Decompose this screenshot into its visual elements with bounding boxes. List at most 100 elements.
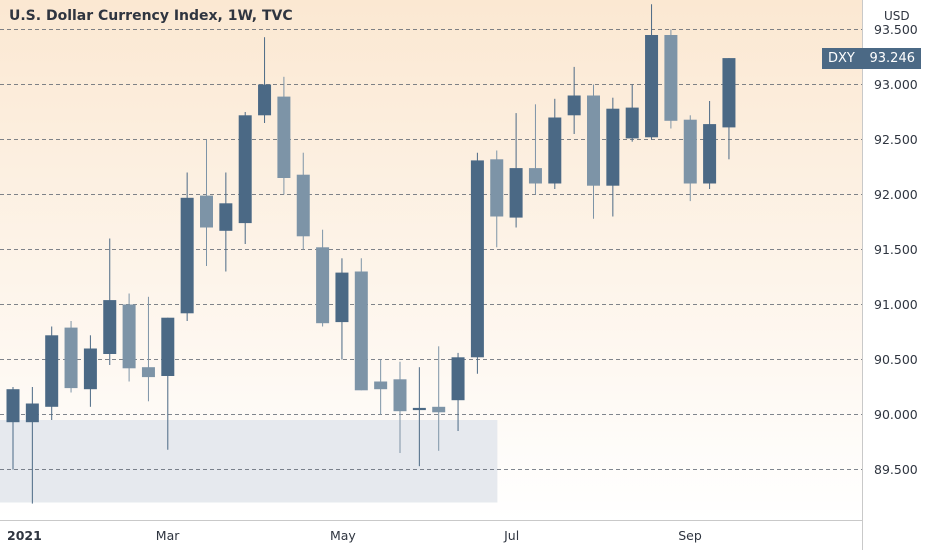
candle	[64, 321, 78, 393]
candle	[509, 113, 523, 228]
price-tag-symbol: DXY	[828, 51, 855, 66]
candle-body	[238, 115, 252, 224]
candle	[606, 97, 620, 217]
candle	[219, 172, 233, 272]
candle	[277, 76, 291, 195]
candle	[722, 58, 736, 160]
y-tick-label: 91.000	[874, 297, 918, 312]
candle	[83, 335, 97, 407]
x-tick-label: May	[330, 528, 356, 543]
y-tick-label: 92.500	[874, 132, 918, 147]
y-tick-label: 93.000	[874, 77, 918, 92]
y-tick-label: 89.500	[874, 462, 918, 477]
candle	[180, 172, 194, 321]
candle-body	[683, 119, 697, 184]
x-tick-label: Jul	[503, 528, 519, 543]
candle	[587, 84, 600, 219]
candle-body	[509, 168, 523, 218]
candle-body	[606, 108, 620, 186]
candle-body	[703, 124, 717, 184]
currency-label[interactable]: USD	[884, 9, 910, 23]
candle	[141, 296, 155, 402]
candle	[683, 115, 697, 202]
candle-body	[451, 357, 465, 401]
candle-body	[45, 335, 59, 407]
candle-body	[180, 197, 194, 314]
candle	[6, 387, 20, 470]
candle-body	[722, 58, 736, 128]
candle-body	[354, 271, 368, 391]
candle	[25, 387, 39, 504]
candle	[354, 258, 368, 391]
grid-layer	[0, 29, 862, 470]
candle	[103, 238, 117, 365]
candle	[432, 346, 446, 451]
candle	[664, 29, 678, 129]
candle-body	[432, 406, 446, 413]
candle	[258, 37, 272, 123]
candle-body	[548, 117, 562, 184]
candle-body	[645, 35, 659, 138]
candle-body	[567, 95, 581, 116]
candle-body	[528, 168, 542, 184]
candle-body	[6, 389, 20, 423]
candle-body	[219, 203, 233, 231]
candle	[238, 112, 252, 244]
candle	[161, 317, 175, 450]
candle	[490, 150, 504, 248]
candle-body	[664, 35, 678, 121]
candle-body	[296, 174, 310, 237]
candle	[412, 367, 426, 467]
candle-body	[161, 317, 175, 376]
candle	[335, 258, 349, 360]
candle	[548, 98, 562, 189]
candle	[470, 152, 484, 374]
candle-body	[200, 195, 213, 228]
candle	[567, 66, 581, 134]
x-tick-label: Mar	[156, 528, 180, 543]
support-zone	[0, 420, 498, 503]
candle-body	[490, 159, 504, 217]
candle-body	[122, 304, 136, 369]
y-tick-label: 91.500	[874, 242, 918, 257]
candle-body	[277, 96, 291, 178]
y-tick-label: 90.500	[874, 352, 918, 367]
candle-layer	[6, 4, 736, 504]
candle	[528, 104, 542, 195]
candle-body	[316, 247, 330, 324]
x-tick-label: 2021	[7, 528, 42, 543]
candle	[451, 352, 465, 431]
chart-title: U.S. Dollar Currency Index, 1W, TVC	[9, 8, 293, 24]
candle	[374, 359, 388, 415]
candle-body	[83, 348, 97, 390]
candle	[45, 326, 59, 420]
candle	[393, 361, 407, 453]
candle	[296, 152, 310, 250]
candle	[122, 293, 136, 382]
candle-body	[470, 160, 484, 358]
last-price-tag: DXY 93.246	[822, 48, 921, 69]
candle-body	[141, 367, 155, 378]
candle	[703, 101, 717, 189]
candle-body	[25, 403, 39, 423]
candle-body	[335, 272, 349, 323]
support-zone-layer	[0, 420, 498, 503]
y-tick-label: 90.000	[874, 407, 918, 422]
y-tick-label: 93.500	[874, 22, 918, 37]
x-tick-label: Sep	[678, 528, 702, 543]
candle-body	[393, 379, 407, 412]
price-tag-value: 93.246	[869, 51, 916, 66]
y-tick-label: 92.000	[874, 187, 918, 202]
candle-body	[587, 95, 600, 186]
candle	[316, 229, 330, 327]
candle-body	[625, 107, 639, 139]
candle-body	[258, 84, 272, 116]
candle	[645, 4, 659, 140]
candle-body	[64, 327, 78, 389]
candle-body	[103, 300, 117, 354]
candle-body	[374, 381, 388, 390]
candle-body	[412, 407, 426, 411]
